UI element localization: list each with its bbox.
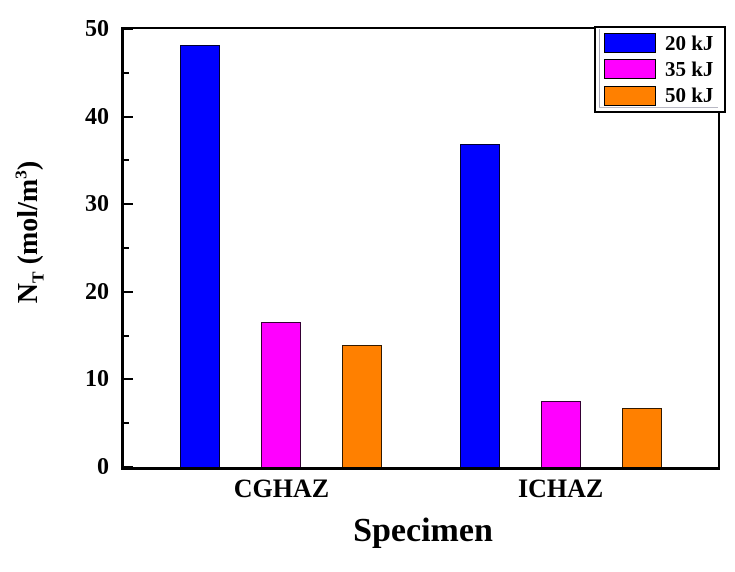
y-axis-title: NT (mol/m3) — [12, 161, 49, 303]
bar-cghaz-35kj — [261, 322, 302, 467]
y-axis-minor-tick — [124, 422, 129, 425]
y-tick-label: 50 — [85, 16, 109, 42]
y-tick-label: 0 — [97, 454, 109, 480]
x-category-label-cghaz: CGHAZ — [233, 474, 330, 503]
y-axis-tick-labels: 0 10 20 30 40 50 — [0, 0, 109, 572]
x-axis-title: Specimen — [353, 512, 493, 549]
y-axis-major-tick — [124, 290, 133, 293]
legend-item: 50 kJ — [596, 83, 724, 109]
bar-ichaz-35kj — [540, 401, 581, 467]
y-axis-title-superscript: 3 — [11, 170, 31, 179]
legend-label: 50 kJ — [665, 83, 714, 108]
legend: 20 kJ 35 kJ 50 kJ — [594, 26, 726, 113]
y-axis-title-subscript: T — [28, 271, 48, 283]
legend-swatch-20kj — [604, 33, 656, 54]
y-axis-major-tick — [124, 466, 133, 468]
y-axis-minor-tick — [124, 71, 129, 74]
y-tick-label: 40 — [85, 103, 109, 130]
y-tick-label: 30 — [85, 191, 109, 218]
y-tick-label: 10 — [85, 366, 109, 393]
bar-cghaz-20kj — [180, 44, 221, 467]
y-axis-major-tick — [124, 203, 133, 206]
y-axis-title-mid: (mol/m — [12, 178, 44, 272]
y-axis-minor-tick — [124, 159, 129, 162]
legend-label: 35 kJ — [665, 56, 714, 81]
legend-swatch-35kj — [604, 59, 656, 80]
bar-cghaz-50kj — [342, 345, 383, 467]
y-axis-title-end: ) — [12, 160, 44, 171]
y-axis-major-tick — [124, 115, 133, 118]
legend-item: 20 kJ — [596, 30, 724, 56]
legend-swatch-50kj — [604, 85, 656, 106]
y-axis-title-base: N — [12, 282, 44, 304]
legend-item: 35 kJ — [596, 56, 724, 82]
bar-ichaz-50kj — [621, 408, 662, 467]
bar-ichaz-20kj — [459, 143, 500, 467]
legend-label: 20 kJ — [665, 30, 714, 55]
y-axis-major-tick — [124, 28, 133, 30]
y-tick-label: 20 — [85, 278, 109, 305]
y-axis-minor-tick — [124, 334, 129, 337]
y-axis-minor-tick — [124, 247, 129, 249]
x-category-label-ichaz: ICHAZ — [517, 474, 604, 503]
y-axis-major-tick — [124, 378, 133, 381]
